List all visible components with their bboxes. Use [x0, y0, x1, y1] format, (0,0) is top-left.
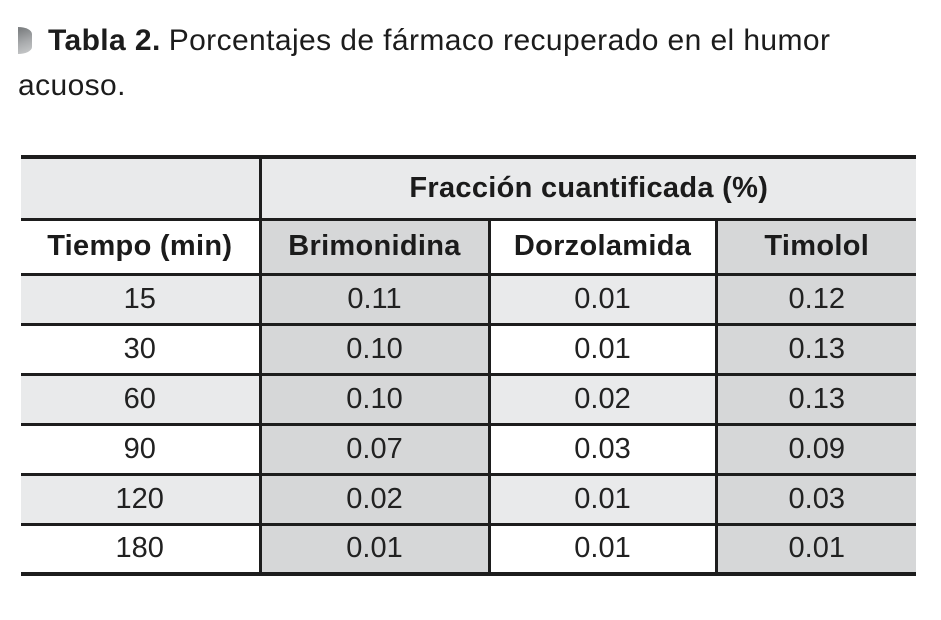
brimonidina-cell: 0.11 [260, 274, 491, 326]
group-header-row: Fracción cuantificada (%) [21, 157, 917, 221]
time-cell: 60 [21, 374, 262, 426]
dorzolamida-cell: 0.01 [489, 524, 718, 576]
time-cell: 15 [21, 274, 262, 326]
caption-line-1: Tabla 2. Porcentajes de fármaco recuperad… [18, 18, 928, 63]
table-row: 120 0.02 0.01 0.03 [21, 474, 917, 526]
results-table: Fracción cuantificada (%) Tiempo (min) B… [21, 155, 917, 576]
column-header-row: Tiempo (min) Brimonidina Dorzolamida Tim… [21, 219, 917, 276]
column-header-tiempo: Tiempo (min) [21, 219, 262, 276]
table-row: 180 0.01 0.01 0.01 [21, 524, 917, 576]
brimonidina-cell: 0.10 [260, 374, 491, 426]
column-header-brimonidina: Brimonidina [260, 219, 491, 276]
half-circle-bullet-icon [18, 27, 32, 54]
dorzolamida-cell: 0.01 [489, 474, 718, 526]
time-cell: 180 [21, 524, 262, 576]
time-cell: 120 [21, 474, 262, 526]
caption-text-line1: Porcentajes de fármaco recuperado en el … [168, 24, 831, 57]
caption-text-line2: acuoso. [18, 69, 126, 102]
brimonidina-cell: 0.10 [260, 324, 491, 376]
caption-label: Tabla 2. [48, 24, 161, 57]
table-row: 30 0.10 0.01 0.13 [21, 324, 917, 376]
column-header-timolol: Timolol [716, 219, 917, 276]
empty-corner-cell [21, 157, 262, 221]
table-row: 60 0.10 0.02 0.13 [21, 374, 917, 426]
dorzolamida-cell: 0.01 [489, 274, 718, 326]
timolol-cell: 0.12 [716, 274, 917, 326]
dorzolamida-cell: 0.02 [489, 374, 718, 426]
brimonidina-cell: 0.02 [260, 474, 491, 526]
table-row: 15 0.11 0.01 0.12 [21, 274, 917, 326]
timolol-cell: 0.01 [716, 524, 917, 576]
column-header-dorzolamida: Dorzolamida [489, 219, 718, 276]
brimonidina-cell: 0.07 [260, 424, 491, 476]
time-cell: 30 [21, 324, 262, 376]
dorzolamida-cell: 0.03 [489, 424, 718, 476]
table-caption: Tabla 2. Porcentajes de fármaco recuperad… [18, 18, 928, 108]
time-cell: 90 [21, 424, 262, 476]
timolol-cell: 0.13 [716, 324, 917, 376]
group-header-cell: Fracción cuantificada (%) [260, 157, 917, 221]
timolol-cell: 0.03 [716, 474, 917, 526]
timolol-cell: 0.09 [716, 424, 917, 476]
table-row: 90 0.07 0.03 0.09 [21, 424, 917, 476]
brimonidina-cell: 0.01 [260, 524, 491, 576]
dorzolamida-cell: 0.01 [489, 324, 718, 376]
timolol-cell: 0.13 [716, 374, 917, 426]
